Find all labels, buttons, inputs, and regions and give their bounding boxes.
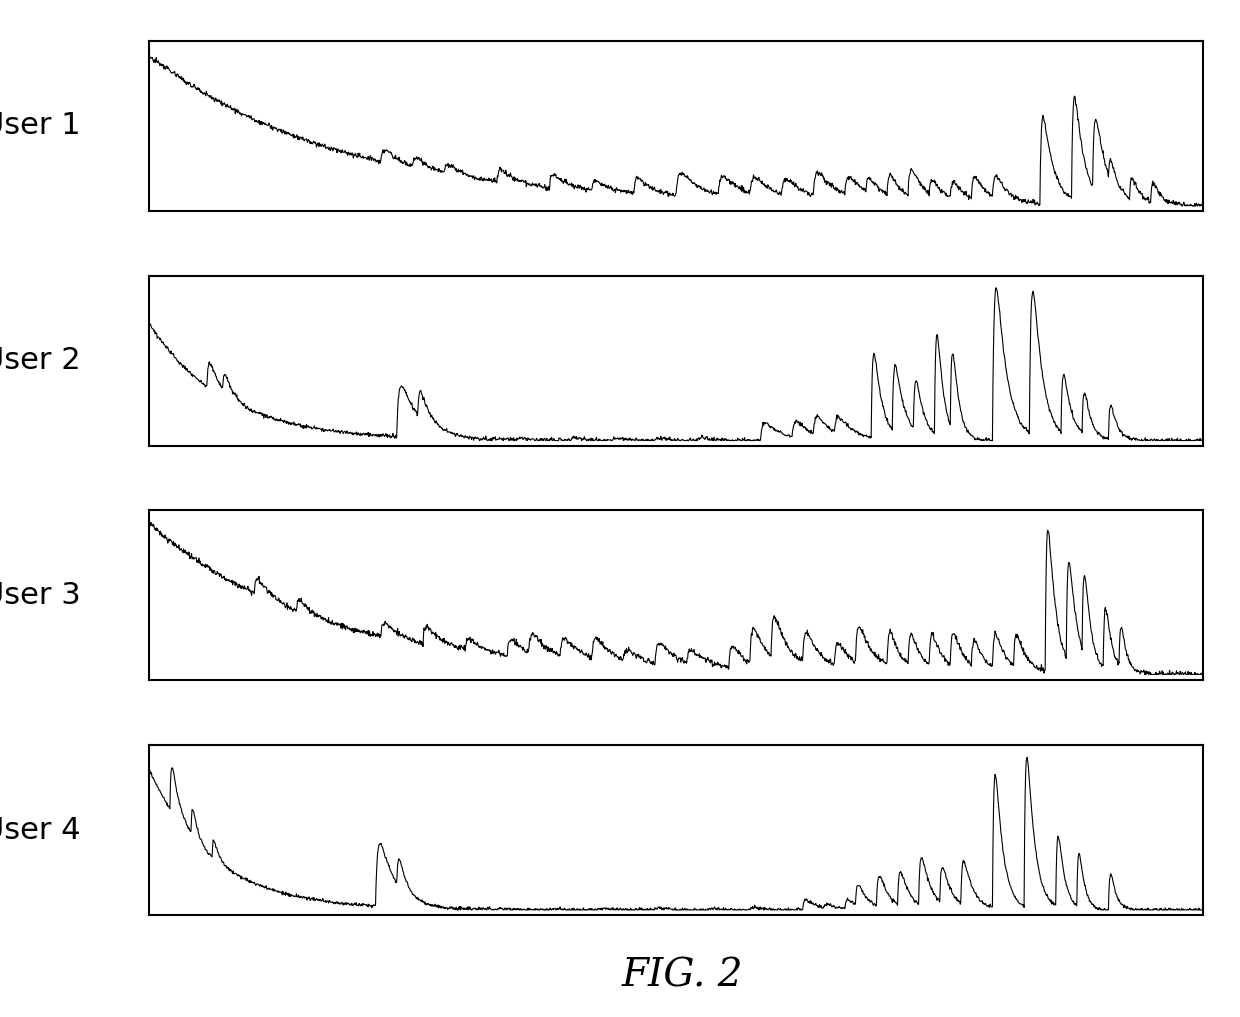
Text: FIG. 2: FIG. 2	[621, 958, 743, 995]
Y-axis label: User 1: User 1	[0, 111, 81, 140]
Y-axis label: User 2: User 2	[0, 346, 81, 375]
Y-axis label: User 4: User 4	[0, 816, 81, 845]
Y-axis label: User 3: User 3	[0, 581, 81, 610]
